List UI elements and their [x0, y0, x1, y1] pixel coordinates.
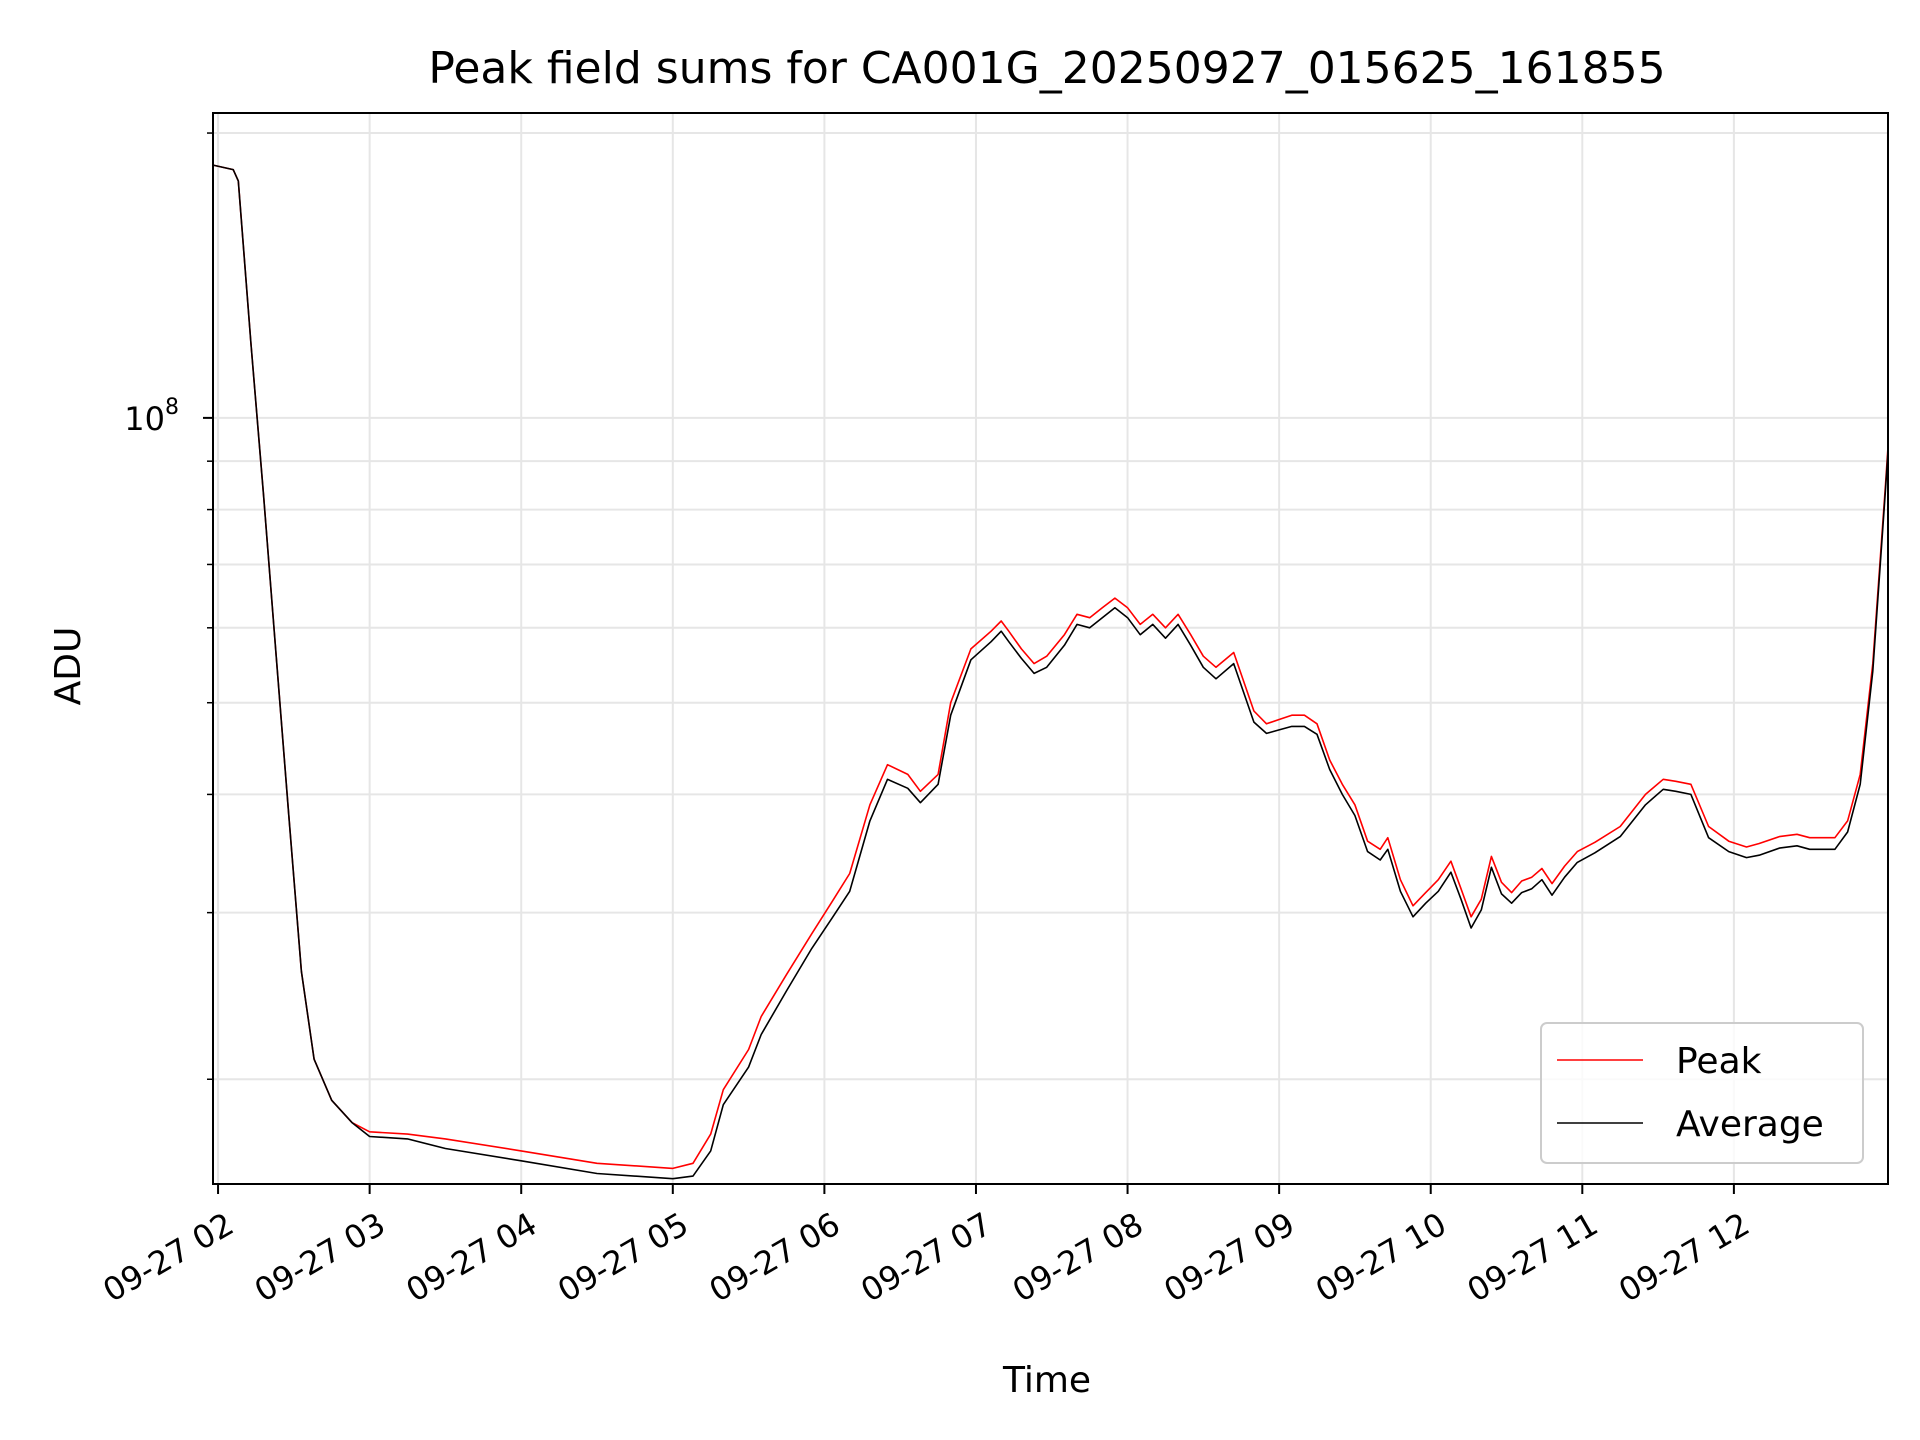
- x-tick-label: 09-27 05: [551, 1205, 695, 1310]
- series-layer: [213, 164, 1888, 1180]
- y-axis-label: ADU: [48, 627, 89, 706]
- legend-label-peak: Peak: [1676, 1041, 1762, 1082]
- y-axis: 108: [124, 132, 213, 1081]
- legend: Peak Average: [1540, 1022, 1864, 1164]
- legend-box: [1540, 1022, 1864, 1164]
- x-tick-label: 09-27 09: [1158, 1205, 1302, 1310]
- x-tick-label: 09-27 03: [248, 1205, 392, 1310]
- x-axis-label: Time: [1002, 1360, 1091, 1401]
- x-tick-label: 09-27 12: [1612, 1205, 1756, 1310]
- x-tick-label: 09-27 10: [1309, 1205, 1453, 1310]
- plot-frame: [212, 112, 1889, 1185]
- x-axis: 09-27 02 09-27 03 09-27 04 09-27 05 09-27 06…: [96, 1184, 1756, 1310]
- x-tick-label: 09-27 11: [1461, 1205, 1605, 1310]
- grid: [213, 113, 1888, 1184]
- y-tick-label: 108: [124, 395, 179, 438]
- series-line-average: [213, 164, 1888, 1180]
- legend-label-average: Average: [1676, 1104, 1824, 1145]
- x-tick-label: 09-27 02: [96, 1205, 240, 1310]
- chart-title: Peak field sums for CA001G_20250927_0156…: [428, 43, 1665, 94]
- x-tick-label: 09-27 08: [1006, 1205, 1150, 1310]
- x-tick-label: 09-27 04: [400, 1205, 544, 1310]
- x-tick-label: 09-27 06: [703, 1205, 847, 1310]
- series-line-peak: [213, 164, 1888, 1170]
- x-tick-label: 09-27 07: [854, 1205, 998, 1310]
